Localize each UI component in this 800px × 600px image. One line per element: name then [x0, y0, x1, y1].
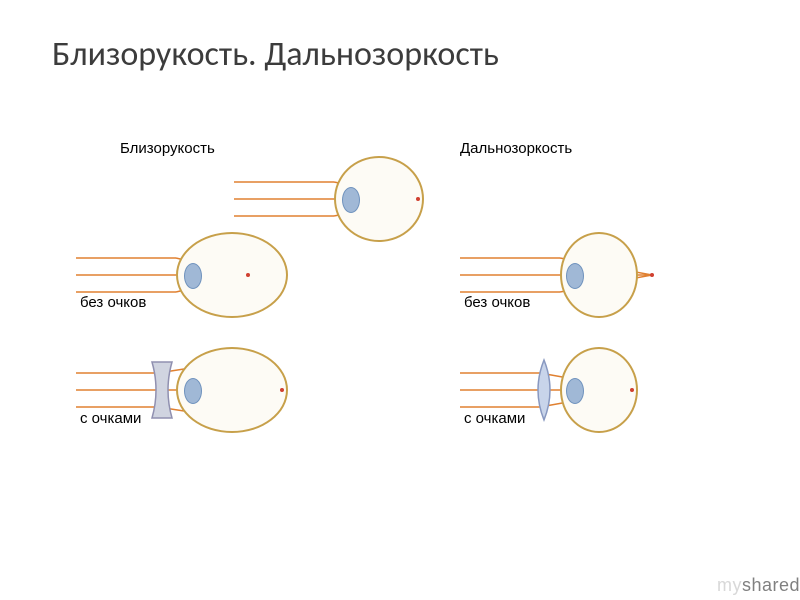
- label-myopia: Близорукость: [120, 140, 215, 157]
- eye-hyperopia-glasses: [560, 347, 638, 433]
- label-hyperopia: Дальнозоркость: [460, 140, 572, 157]
- focus-point-normal: [416, 197, 420, 201]
- focus-point-myopia-noglasses: [246, 273, 250, 277]
- watermark: myshared: [717, 575, 800, 596]
- eye-lens-myopia-glasses: [184, 378, 202, 404]
- page-title: Близорукость. Дальнозоркость: [52, 34, 499, 75]
- eye-lens-normal: [342, 187, 360, 213]
- focus-point-myopia-glasses: [280, 388, 284, 392]
- diagram-hyperopia-glasses: [460, 345, 660, 435]
- focus-point-hyperopia-noglasses: [650, 273, 654, 277]
- diagram-myopia-glasses: [76, 345, 296, 435]
- focus-point-hyperopia-glasses: [630, 388, 634, 392]
- watermark-my: my: [717, 575, 742, 595]
- eye-lens-hyperopia-noglasses: [566, 263, 584, 289]
- eye-hyperopia-noglasses: [560, 232, 638, 318]
- eye-lens-hyperopia-glasses: [566, 378, 584, 404]
- convex-lens-icon: [530, 358, 558, 422]
- eye-lens-myopia-noglasses: [184, 263, 202, 289]
- eye-myopia-glasses: [176, 347, 288, 433]
- diagram-myopia-noglasses: [76, 230, 296, 320]
- eye-normal: [334, 156, 424, 242]
- diagram-hyperopia-noglasses: [460, 230, 660, 320]
- watermark-shared: shared: [742, 575, 800, 595]
- concave-lens-icon: [148, 360, 176, 420]
- eye-myopia-noglasses: [176, 232, 288, 318]
